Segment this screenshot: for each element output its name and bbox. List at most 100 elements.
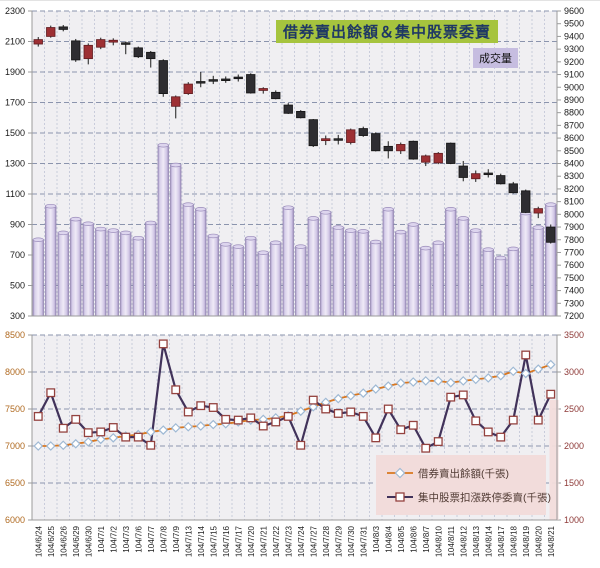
series2-marker [359, 413, 367, 421]
date-label: 104/7/22 [272, 525, 281, 557]
axis-label-right: 8900 [564, 95, 584, 105]
axis-label-right: 9600 [564, 6, 584, 16]
axis-label-right: 1000 [564, 515, 584, 525]
volume-bar-top [458, 217, 469, 221]
candle-down [159, 61, 168, 94]
volume-bar-top [383, 207, 394, 211]
volume-bar [296, 247, 307, 316]
volume-bar [358, 231, 369, 316]
series2-marker [497, 433, 505, 441]
volume-bar-top [33, 238, 44, 242]
axis-label-left: 8500 [5, 330, 25, 340]
series2-marker [459, 391, 467, 399]
volume-bar-top [546, 203, 557, 207]
volume-bar-top [246, 236, 257, 240]
axis-label-right: 9200 [564, 57, 584, 67]
date-label: 104/7/27 [309, 525, 318, 557]
volume-bar [283, 208, 294, 316]
volume-bar-top [208, 234, 219, 238]
axis-label-right: 9000 [564, 82, 584, 92]
volume-bar-top [146, 221, 157, 225]
candle-down [372, 134, 381, 151]
axis-label-right: 7300 [564, 298, 584, 308]
date-label: 104/8/10 [434, 525, 443, 557]
volume-bar [433, 243, 444, 316]
series2-marker [547, 390, 555, 398]
volume-bar-top [396, 230, 407, 234]
date-label: 104/7/29 [334, 525, 343, 557]
legend-item-series1: 借券賣出餘額(千張) [386, 461, 538, 485]
candle-up [534, 209, 543, 213]
volume-bar-top [421, 246, 432, 250]
candle-up [184, 84, 193, 94]
volume-bar [446, 209, 457, 316]
date-label: 104/7/21 [259, 525, 268, 557]
date-label: 104/6/24 [34, 525, 43, 557]
axis-label-left: 2100 [5, 37, 25, 47]
candle-up [109, 40, 118, 42]
axis-label-left: 2300 [5, 6, 25, 16]
series2-marker [209, 404, 217, 412]
candle-up [34, 40, 43, 44]
volume-bar [196, 209, 207, 316]
candle-up [172, 97, 181, 107]
volume-bar [71, 219, 82, 316]
date-label: 104/7/2 [109, 525, 118, 552]
volume-bar [308, 218, 319, 316]
date-label: 104/8/5 [397, 525, 406, 552]
volume-bar [233, 247, 244, 316]
axis-label-right: 2000 [564, 441, 584, 451]
series2-marker [422, 444, 430, 452]
series2-marker [509, 416, 517, 424]
volume-bar [83, 224, 94, 316]
series2-marker [222, 416, 230, 424]
volume-bar [171, 165, 182, 316]
series2-marker [484, 428, 492, 436]
volume-bar [471, 231, 482, 316]
axis-label-right: 7200 [564, 311, 584, 321]
candle-down [72, 41, 81, 60]
candle-up [259, 89, 268, 91]
axis-label-left: 6000 [5, 515, 25, 525]
axis-label-right: 8100 [564, 197, 584, 207]
volume-bar-top [321, 210, 332, 214]
volume-bar-top [121, 231, 132, 235]
date-label: 104/8/12 [459, 525, 468, 557]
volume-bar [421, 248, 432, 316]
candle-down [272, 92, 281, 98]
date-label: 104/7/28 [322, 525, 331, 557]
series2-marker [447, 393, 455, 401]
axis-label-left: 1500 [5, 128, 25, 138]
square-marker-icon [386, 491, 414, 503]
series2-marker [147, 441, 155, 449]
axis-label-right: 7800 [564, 235, 584, 245]
series2-marker [372, 434, 380, 442]
candle-down [359, 129, 368, 136]
axis-label-left: 1900 [5, 67, 25, 77]
volume-bar-top [108, 229, 119, 233]
date-label: 104/7/31 [359, 525, 368, 557]
date-label: 104/7/17 [234, 525, 243, 557]
axis-label-right: 3000 [564, 367, 584, 377]
date-label: 104/8/13 [472, 525, 481, 557]
axis-label-right: 8400 [564, 159, 584, 169]
volume-bar [183, 205, 194, 316]
series2-marker [384, 405, 392, 413]
candle-down [134, 48, 143, 57]
date-label: 104/7/6 [134, 525, 143, 552]
candle-down [197, 82, 206, 84]
volume-bar-top [171, 163, 182, 167]
candle-down [122, 43, 131, 45]
candle-down [284, 105, 293, 113]
candle-down [509, 184, 518, 193]
legend: 借券賣出餘額(千張) 集中股票扣漲跌停委賣(千張) [376, 455, 546, 515]
volume-bar [258, 253, 269, 316]
candle-down [459, 166, 468, 177]
volume-bar-top [133, 236, 144, 240]
axis-label-right: 8500 [564, 146, 584, 156]
date-label: 104/7/30 [347, 525, 356, 557]
date-label: 104/7/3 [122, 525, 131, 552]
series2-marker [122, 433, 130, 441]
series2-marker [397, 426, 405, 434]
volume-bar-top [446, 207, 457, 211]
